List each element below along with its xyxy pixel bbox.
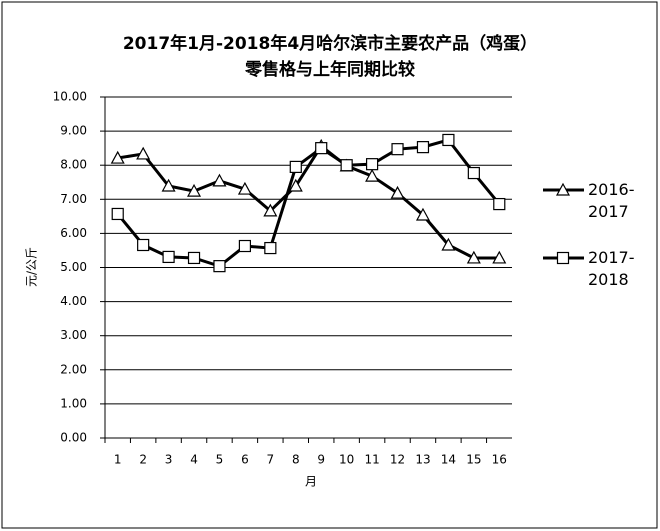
square-marker [365, 158, 379, 171]
square-marker [442, 133, 455, 147]
legend-label: 2016-2017 [588, 180, 635, 221]
triangle-marker [212, 173, 227, 187]
y-tick-label: 2.00 [60, 362, 87, 376]
triangle-marker [492, 250, 507, 264]
triangle-marker [161, 178, 176, 192]
square-marker [238, 239, 252, 253]
chart-title: 2017年1月-2018年4月哈尔滨市主要农产品（鸡蛋） [123, 33, 537, 54]
chart-title: 零售格与上年同期比较 [244, 59, 415, 80]
y-tick-label: 10.00 [53, 90, 87, 104]
x-tick-label: 1 [114, 453, 122, 467]
square-marker [556, 251, 570, 265]
triangle-marker [555, 182, 571, 196]
square-marker [162, 250, 175, 264]
triangle-marker [365, 168, 380, 182]
y-tick-label: 8.00 [60, 158, 87, 172]
triangle-marker [415, 207, 430, 221]
y-tick-label: 6.00 [60, 226, 87, 240]
triangle-marker [390, 185, 405, 199]
x-tick-label: 7 [267, 453, 275, 467]
series-line [117, 143, 500, 260]
y-tick-label: 1.00 [60, 396, 87, 410]
square-marker [187, 251, 201, 265]
y-tick-label: 7.00 [60, 192, 87, 206]
square-marker [289, 160, 302, 174]
x-axis-label: 月 [305, 475, 317, 489]
legend-label: 2017-2018 [588, 248, 635, 289]
x-tick-label: 8 [292, 453, 300, 467]
triangle-marker [110, 150, 125, 164]
square-marker [264, 241, 277, 255]
x-tick-label: 9 [317, 453, 325, 467]
y-axis-label: 元/公斤 [25, 247, 39, 287]
x-tick-label: 6 [241, 453, 249, 467]
square-marker [213, 260, 226, 273]
square-marker [391, 143, 404, 156]
triangle-marker [237, 181, 252, 195]
square-marker [111, 207, 124, 221]
x-tick-label: 2 [139, 453, 147, 467]
x-tick-label: 15 [466, 453, 481, 467]
y-tick-label: 0.00 [60, 431, 87, 445]
x-tick-label: 16 [492, 453, 507, 467]
x-tick-label: 5 [216, 453, 224, 467]
square-marker [493, 197, 506, 211]
y-tick-label: 4.00 [60, 294, 87, 308]
triangle-marker [466, 250, 481, 264]
triangle-marker [441, 237, 456, 251]
triangle-marker [263, 203, 278, 217]
x-tick-label: 12 [390, 453, 405, 467]
y-tick-label: 5.00 [60, 260, 87, 274]
triangle-marker [288, 178, 303, 192]
x-tick-label: 13 [415, 453, 430, 467]
square-marker [137, 238, 150, 252]
x-tick-label: 3 [165, 453, 173, 467]
series-line [116, 138, 501, 268]
triangle-marker [187, 183, 202, 197]
square-marker [340, 159, 353, 172]
x-tick-label: 14 [441, 453, 456, 467]
square-marker [467, 166, 480, 180]
x-tick-label: 4 [190, 453, 198, 467]
y-tick-label: 3.00 [60, 328, 87, 342]
x-tick-label: 11 [364, 453, 379, 467]
square-marker [315, 142, 328, 155]
y-tick-label: 9.00 [60, 124, 87, 138]
x-tick-label: 10 [339, 453, 354, 467]
square-marker [416, 141, 430, 154]
triangle-marker [136, 146, 151, 160]
